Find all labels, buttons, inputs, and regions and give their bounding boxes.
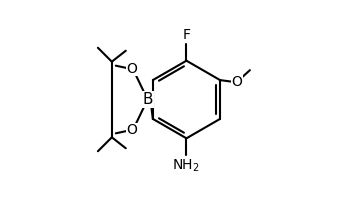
Text: NH$_2$: NH$_2$ xyxy=(171,157,199,174)
Text: O: O xyxy=(231,75,242,89)
Text: O: O xyxy=(126,62,137,76)
Text: F: F xyxy=(182,28,190,42)
Text: O: O xyxy=(126,123,137,137)
Text: B: B xyxy=(142,92,153,107)
